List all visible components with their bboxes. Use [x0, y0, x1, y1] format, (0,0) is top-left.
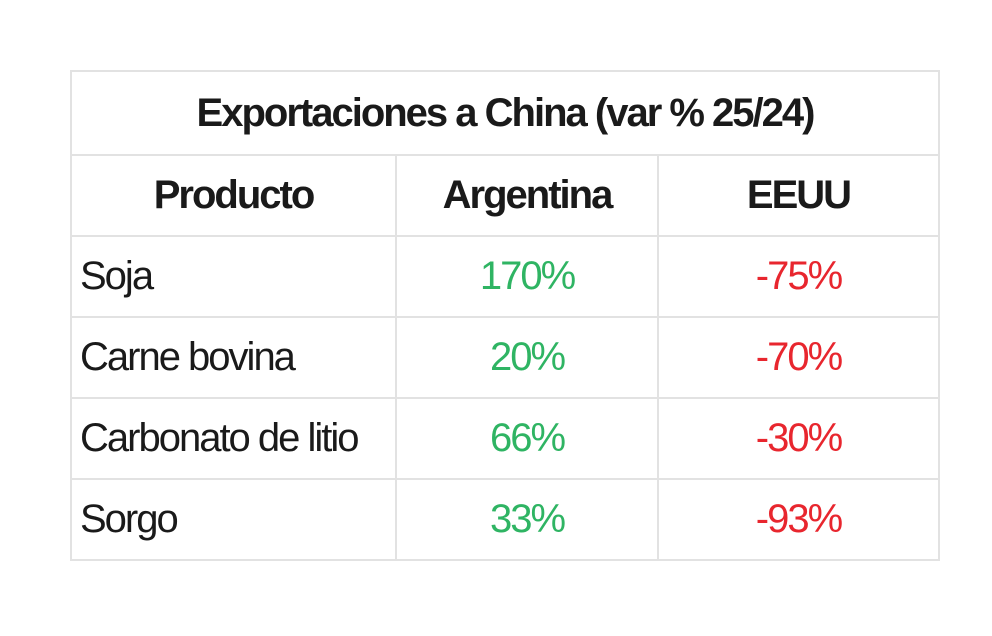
value-cell: 170%: [395, 235, 659, 318]
column-header: Argentina: [395, 154, 659, 237]
value-cell: 33%: [395, 478, 659, 561]
value-cell: -70%: [657, 316, 940, 399]
value-cell: 20%: [395, 316, 659, 399]
value-cell: -30%: [657, 397, 940, 480]
table-title: Exportaciones a China (var % 25/24): [70, 70, 940, 156]
table-row: Carbonato de litio 66% -30%: [70, 397, 940, 480]
value-cell: -93%: [657, 478, 940, 561]
value-cell: -75%: [657, 235, 940, 318]
exports-table: Exportaciones a China (var % 25/24) Prod…: [70, 70, 940, 561]
table-body: Soja 170% -75% Carne bovina 20% -70% Carbonato…: [70, 235, 940, 561]
product-cell: Carbonato de litio: [70, 397, 397, 480]
value-cell: 66%: [395, 397, 659, 480]
product-cell: Carne bovina: [70, 316, 397, 399]
table-row: Soja 170% -75%: [70, 235, 940, 318]
column-header: EEUU: [657, 154, 940, 237]
header-row: Producto Argentina EEUU: [70, 154, 940, 237]
product-cell: Sorgo: [70, 478, 397, 561]
table-row: Carne bovina 20% -70%: [70, 316, 940, 399]
table-row: Sorgo 33% -93%: [70, 478, 940, 561]
column-header: Producto: [70, 154, 397, 237]
product-cell: Soja: [70, 235, 397, 318]
